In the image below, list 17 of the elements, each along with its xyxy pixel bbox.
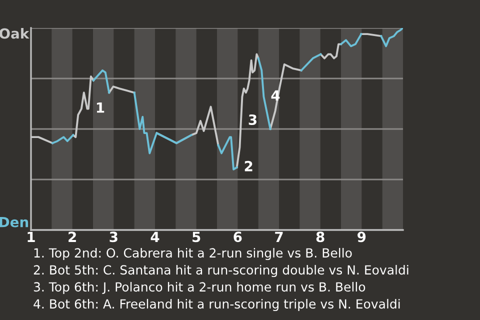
annotation: 3 [248,114,256,125]
x-tick-label: 3 [110,232,118,242]
x-tick-label: 6 [234,232,242,242]
x-tick-label: 7 [275,232,283,242]
x-tick-label: 9 [358,232,366,242]
text: 3. Top 6th: J. Polanco hit a 2-run home run vs B. Bello [34,282,366,294]
x-tick-label: 5 [192,232,200,242]
text: 1. Top 2nd: O. Cabrera hit a 2-run single vs B. Bello [34,248,352,260]
text: 4. Bot 6th: A. Freeland hit a run-scoring triple vs N. Eovaldi [34,298,400,312]
annotation: 1 [96,102,104,113]
text: 2. Bot 5th: C. Santana hit a run-scoring double vs N. Eovaldi [34,264,408,278]
x-tick-label: 1 [28,232,35,242]
x-tick-label: 2 [68,232,76,242]
annotation: 2 [244,160,252,172]
x-tick-label: 4 [150,232,160,242]
x-tick-label: 8 [316,232,324,242]
text: Den [0,216,28,228]
